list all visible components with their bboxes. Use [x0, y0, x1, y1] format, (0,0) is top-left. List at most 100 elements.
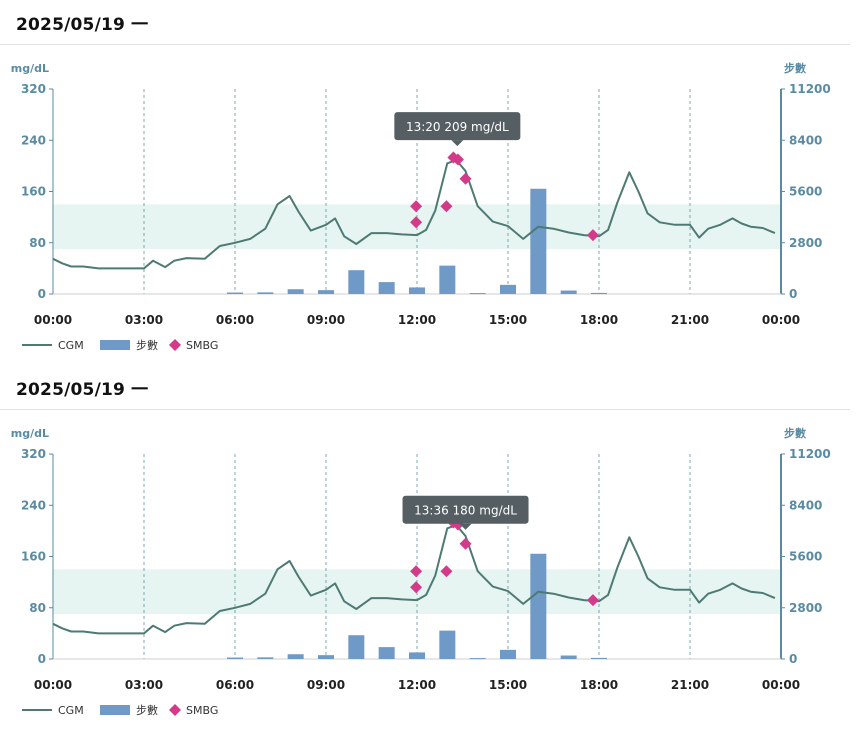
- left-tick-label: 0: [38, 652, 46, 666]
- right-tick-label: 5600: [789, 185, 822, 199]
- cgm-line: [52, 524, 776, 635]
- chart-panel-1: 2025/05/19 一 mg/dL 步數 0 80 160 240 320 0 2800 560…: [0, 0, 866, 365]
- right-tick-label: 8400: [789, 133, 822, 147]
- tooltip-pointer: [459, 523, 472, 530]
- left-tick-label: 80: [29, 601, 46, 615]
- smbg-point: [410, 581, 423, 594]
- smbg-point: [586, 229, 599, 242]
- steps-bar: [591, 292, 607, 294]
- smbg-point: [459, 172, 472, 185]
- steps-bar: [500, 649, 516, 659]
- steps-bar: [227, 657, 243, 659]
- steps-bar: [378, 647, 395, 659]
- x-tick-label: 03:00: [125, 313, 163, 327]
- right-tick-label: 5600: [789, 550, 822, 564]
- legend-steps-swatch: [100, 340, 130, 350]
- steps-bar: [560, 290, 577, 294]
- smbg-point: [440, 565, 453, 578]
- steps-bar: [227, 292, 243, 294]
- legend-steps-swatch: [100, 705, 130, 715]
- x-tick-label: 12:00: [398, 678, 436, 692]
- left-tick-label: 0: [38, 287, 46, 301]
- tooltip-box: [394, 112, 521, 141]
- x-tick-label: 06:00: [216, 678, 254, 692]
- date-title: 2025/05/19 一: [16, 15, 149, 35]
- panel-header: 2025/05/19 一: [0, 365, 850, 410]
- steps-bar: [318, 290, 334, 294]
- legend-steps-label: 步數: [136, 339, 158, 352]
- steps-bar: [439, 630, 456, 659]
- right-tick-label: 11200: [789, 447, 831, 461]
- legend-smbg-swatch: [169, 339, 181, 351]
- glucose-chart[interactable]: mg/dL 步數 0 80 160 240 320 0 2800 5600 8400 11200 00:…: [0, 55, 866, 355]
- x-tick-label: 18:00: [580, 313, 618, 327]
- x-tick-label: 15:00: [489, 678, 527, 692]
- x-tick-label: 18:00: [580, 678, 618, 692]
- steps-bar: [560, 655, 577, 659]
- chart-panel-2: 2025/05/19 一 mg/dL 步數 0 80 160 240 320 0 2800 560…: [0, 365, 866, 743]
- right-tick-label: 0: [789, 287, 797, 301]
- steps-bar: [409, 652, 425, 659]
- steps-bar: [318, 655, 334, 659]
- steps-bar: [439, 265, 456, 294]
- tooltip: 13:20 209 mg/dL: [394, 112, 521, 147]
- tooltip-text: 13:36 180 mg/dL: [414, 504, 517, 518]
- panel-header: 2025/05/19 一: [0, 0, 850, 45]
- right-tick-label: 11200: [789, 82, 831, 96]
- date-title: 2025/05/19 一: [16, 380, 149, 400]
- steps-bar: [378, 282, 395, 294]
- right-axis-unit: 步數: [784, 426, 806, 440]
- steps-bar: [257, 292, 274, 294]
- x-tick-label: 06:00: [216, 313, 254, 327]
- left-axis-unit: mg/dL: [11, 427, 49, 440]
- x-tick-label: 00:00: [762, 678, 800, 692]
- steps-bar: [287, 289, 304, 294]
- smbg-point: [410, 565, 423, 578]
- legend-cgm-label: CGM: [58, 704, 84, 717]
- steps-bar: [500, 284, 516, 294]
- smbg-point: [440, 200, 453, 213]
- legend-smbg-label: SMBG: [186, 704, 218, 717]
- legend-cgm-label: CGM: [58, 339, 84, 352]
- right-tick-label: 2800: [789, 236, 822, 250]
- steps-bar: [348, 270, 365, 294]
- legend: CGM 步數 SMBG: [22, 339, 218, 352]
- tooltip-pointer: [451, 140, 464, 147]
- legend-steps-label: 步數: [136, 704, 158, 717]
- steps-bar: [591, 657, 607, 659]
- smbg-point: [459, 537, 472, 550]
- smbg-point: [586, 594, 599, 607]
- smbg-point: [451, 153, 464, 166]
- x-tick-label: 12:00: [398, 313, 436, 327]
- cgm-line: [52, 159, 776, 270]
- x-tick-label: 21:00: [671, 678, 709, 692]
- steps-bar: [257, 657, 274, 659]
- right-axis-unit: 步數: [784, 61, 806, 75]
- x-tick-label: 03:00: [125, 678, 163, 692]
- legend-smbg-swatch: [169, 704, 181, 716]
- left-tick-label: 80: [29, 236, 46, 250]
- glucose-chart[interactable]: mg/dL 步數 0 80 160 240 320 0 2800 5600 8400 11200 00:…: [0, 420, 866, 720]
- left-tick-label: 320: [21, 82, 46, 96]
- left-tick-label: 320: [21, 447, 46, 461]
- legend: CGM 步數 SMBG: [22, 704, 218, 717]
- left-tick-label: 240: [21, 133, 46, 147]
- steps-bar: [469, 658, 486, 660]
- smbg-point: [410, 200, 423, 213]
- left-tick-label: 160: [21, 185, 46, 199]
- left-tick-label: 160: [21, 550, 46, 564]
- x-tick-label: 21:00: [671, 313, 709, 327]
- legend-smbg-label: SMBG: [186, 339, 218, 352]
- steps-bar: [287, 654, 304, 659]
- x-tick-label: 00:00: [34, 313, 72, 327]
- steps-bar: [348, 635, 365, 659]
- steps-bar: [530, 553, 547, 659]
- x-tick-label: 09:00: [307, 678, 345, 692]
- left-axis-unit: mg/dL: [11, 62, 49, 75]
- tooltip-text: 13:20 209 mg/dL: [406, 120, 509, 134]
- x-tick-label: 15:00: [489, 313, 527, 327]
- left-tick-label: 240: [21, 498, 46, 512]
- tooltip-box: [402, 495, 529, 524]
- steps-bar: [530, 188, 547, 294]
- smbg-point: [410, 216, 423, 229]
